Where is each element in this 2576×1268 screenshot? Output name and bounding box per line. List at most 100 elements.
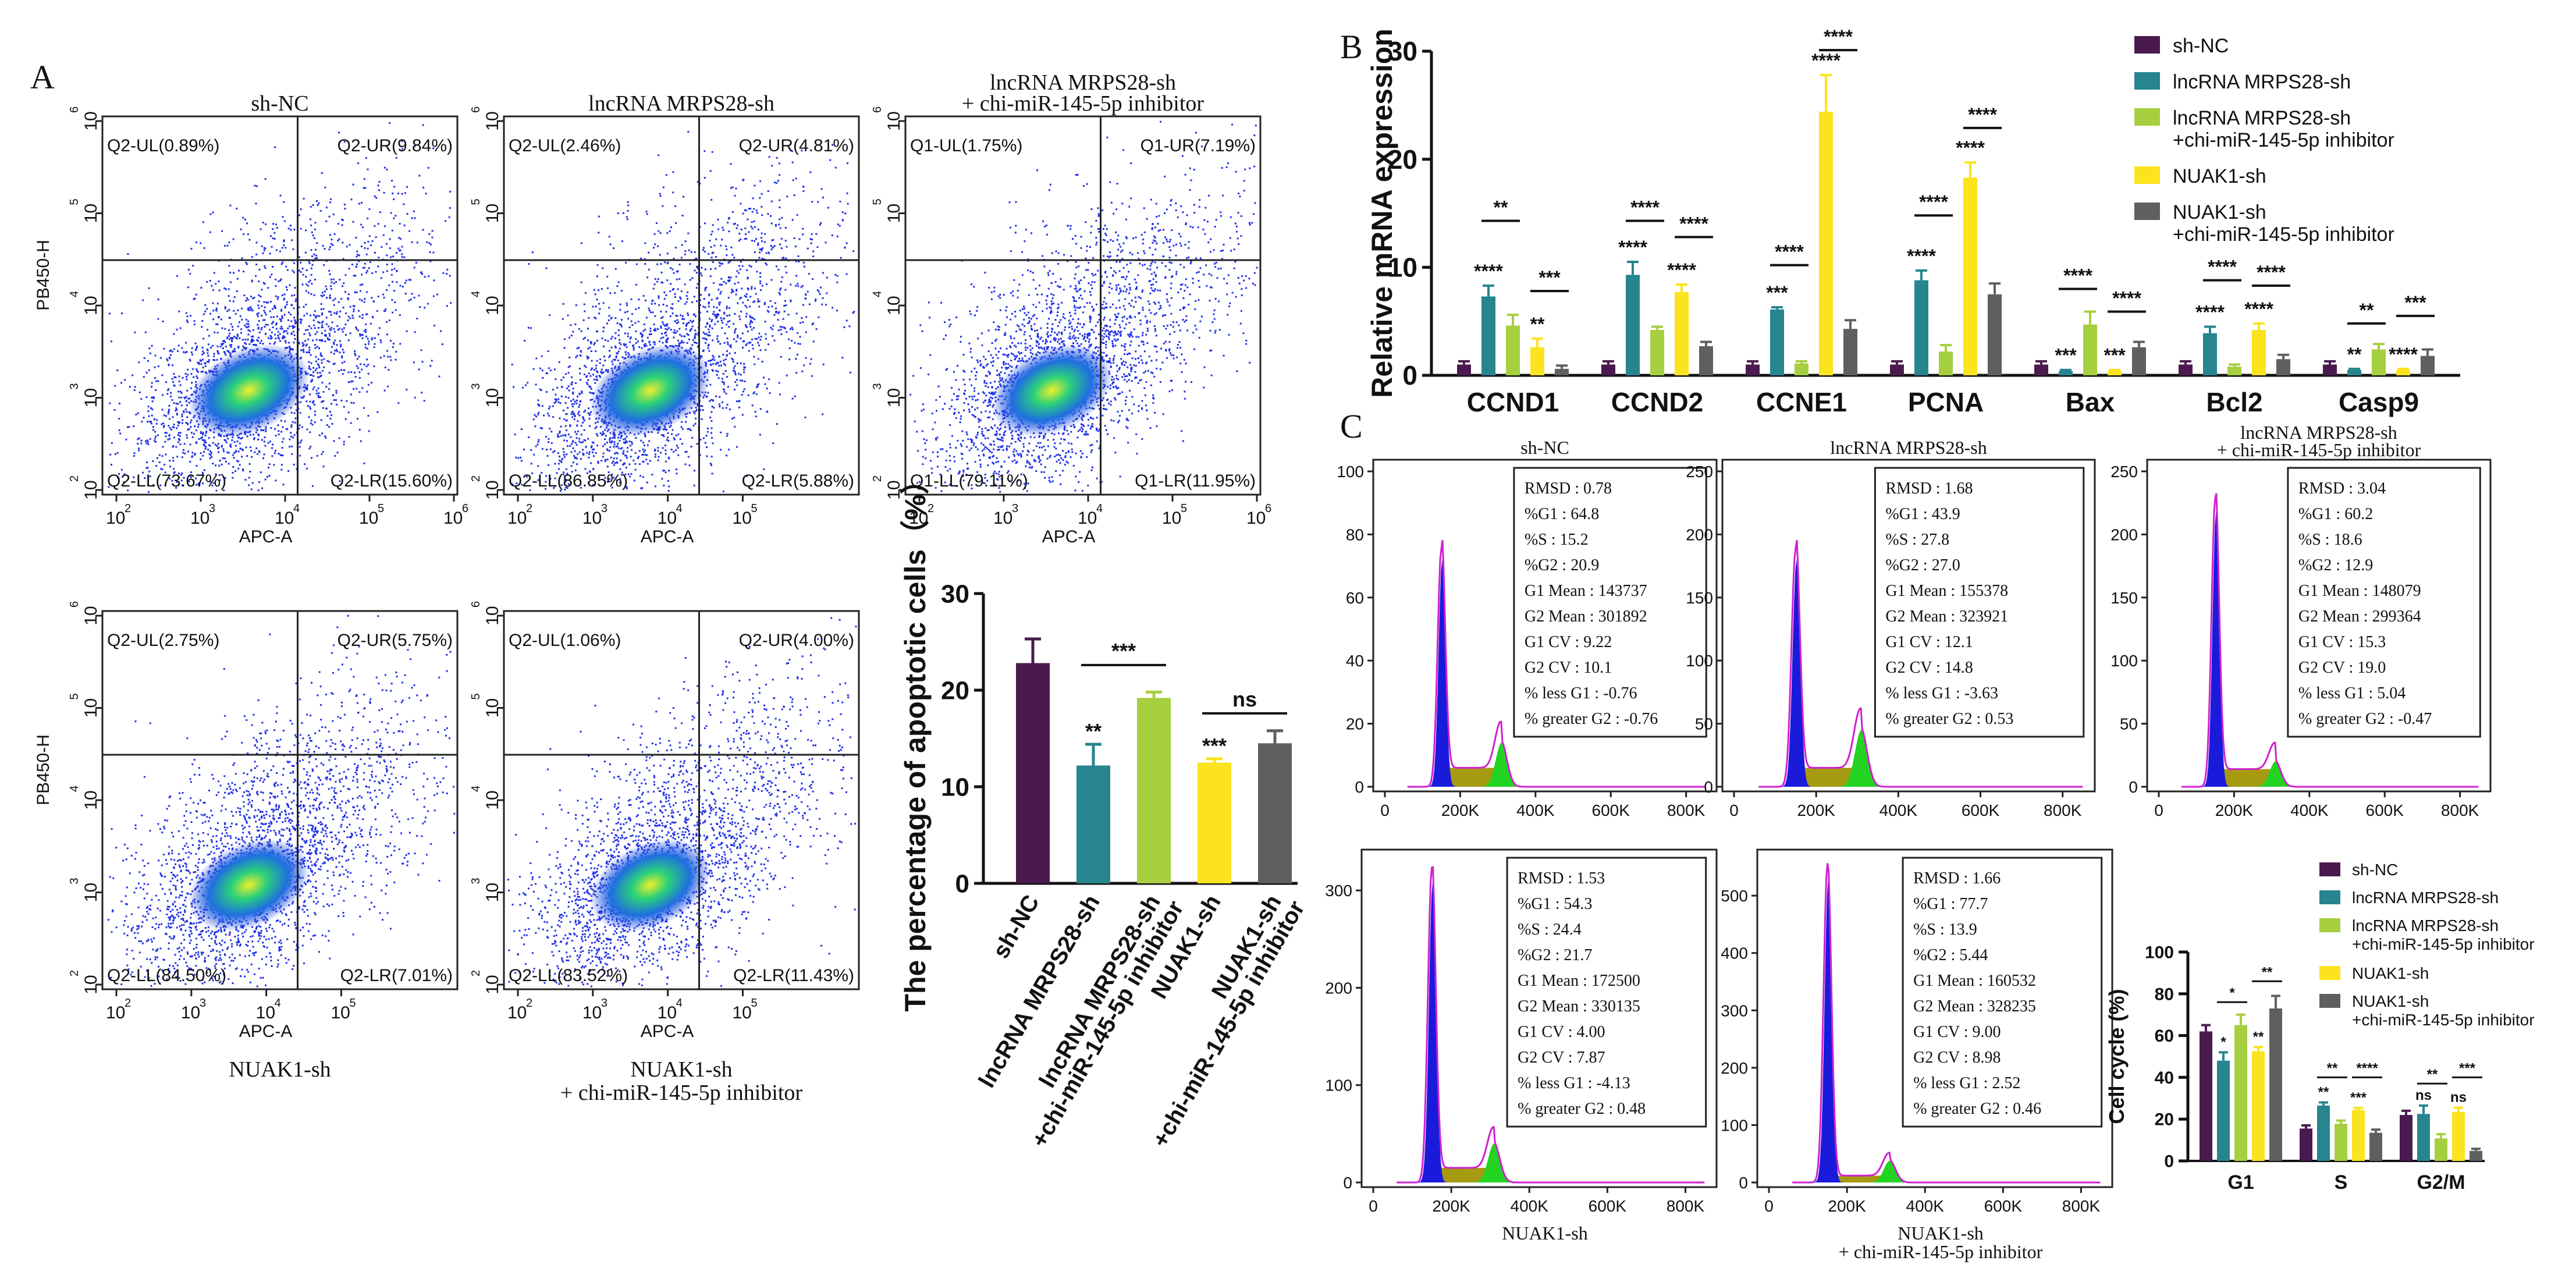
flow-dot — [602, 267, 604, 269]
flow-dot — [753, 318, 755, 321]
flow-dot — [612, 363, 614, 365]
flow-dot — [644, 449, 646, 452]
flow-dot — [286, 332, 289, 335]
flow-dot — [281, 447, 283, 449]
flow-dot — [191, 382, 193, 384]
flow-dot — [610, 317, 612, 319]
flow-dot — [309, 279, 311, 282]
flow-dot — [599, 308, 601, 310]
flow-dot — [365, 253, 368, 255]
flow-dot — [204, 304, 207, 306]
flow-dot — [662, 303, 665, 306]
flow-dot — [392, 255, 394, 258]
flow-dot — [720, 278, 723, 280]
flow-dot — [770, 248, 773, 250]
flow-dot — [275, 278, 277, 280]
flow-dot — [272, 316, 275, 318]
flow-dot — [312, 204, 314, 206]
flow-dot — [708, 294, 710, 297]
flow-dot — [116, 452, 119, 454]
flow-dot — [321, 292, 324, 294]
flow-dot — [686, 342, 688, 344]
flow-dot — [315, 317, 317, 319]
flow-dot — [358, 299, 361, 301]
flow-dot — [307, 292, 310, 294]
flow-dot — [145, 396, 148, 398]
flow-dot — [794, 245, 797, 247]
flow-dot — [567, 483, 570, 485]
flow-dot — [822, 297, 824, 299]
flow-dot — [383, 166, 386, 169]
flow-dot — [216, 350, 219, 352]
flow-dot — [165, 432, 168, 434]
flow-dot — [628, 326, 631, 329]
flow-plot-title: sh-NC — [251, 91, 308, 116]
flow-dot — [350, 381, 353, 383]
flow-dot — [292, 421, 294, 423]
flow-dot — [760, 237, 762, 239]
flow-dot — [169, 427, 171, 429]
flow-dot — [565, 373, 567, 375]
flow-dot — [775, 307, 777, 310]
flow-dot — [729, 409, 731, 411]
flow-dot — [811, 375, 813, 377]
flow-dot — [601, 460, 603, 462]
flow-dot — [353, 310, 355, 312]
flow-dot — [247, 320, 250, 322]
flow-dot — [736, 379, 738, 381]
flow-dot — [267, 287, 269, 289]
flow-dot — [567, 445, 569, 447]
flow-dot — [233, 441, 236, 443]
flow-dot — [791, 219, 794, 221]
flow-dot — [620, 447, 622, 450]
flow-dot — [187, 268, 190, 271]
flow-dot — [270, 300, 272, 303]
flow-dot — [712, 339, 714, 342]
flow-dot — [707, 427, 709, 429]
flow-dot — [611, 473, 613, 475]
flow-dot — [279, 340, 281, 342]
flow-dot — [316, 346, 318, 348]
flow-dot — [724, 332, 726, 335]
flow-dot — [248, 463, 251, 465]
flow-dot — [303, 351, 305, 353]
flow-dot — [301, 342, 304, 344]
flow-dot — [305, 400, 308, 403]
flow-dot — [652, 311, 654, 314]
flow-dot — [802, 233, 804, 236]
flow-dot — [722, 354, 724, 356]
flow-dot — [215, 473, 217, 475]
flow-dot — [181, 484, 183, 486]
flow-dot — [711, 230, 713, 233]
flow-dot — [709, 170, 712, 172]
flow-dot — [805, 331, 807, 333]
flow-dot — [730, 344, 732, 346]
flow-dot — [322, 391, 325, 393]
flow-dot — [300, 228, 302, 230]
flow-dot — [161, 468, 164, 471]
flow-dot — [293, 271, 295, 274]
flow-dot — [577, 430, 580, 432]
flow-dot — [764, 383, 766, 385]
flow-dot — [157, 434, 159, 436]
flow-dot — [589, 471, 591, 473]
flow-dot — [644, 242, 646, 244]
flow-dot — [228, 288, 230, 290]
flow-dot — [312, 371, 314, 374]
flow-dot — [194, 349, 197, 351]
flow-dot — [652, 287, 655, 290]
flow-dot — [399, 249, 401, 251]
flow-dot — [565, 413, 567, 415]
flow-dot — [525, 475, 528, 478]
flow-dot — [809, 238, 812, 240]
flow-dot — [716, 313, 719, 315]
flow-dot — [549, 406, 551, 408]
flow-dot — [186, 378, 188, 381]
flow-dot — [378, 257, 380, 259]
flow-dot — [396, 269, 398, 272]
flow-dot — [294, 322, 296, 325]
flow-dot — [578, 328, 580, 330]
flow-dot — [229, 271, 232, 274]
flow-dot — [604, 360, 606, 361]
flow-dot — [609, 450, 611, 452]
